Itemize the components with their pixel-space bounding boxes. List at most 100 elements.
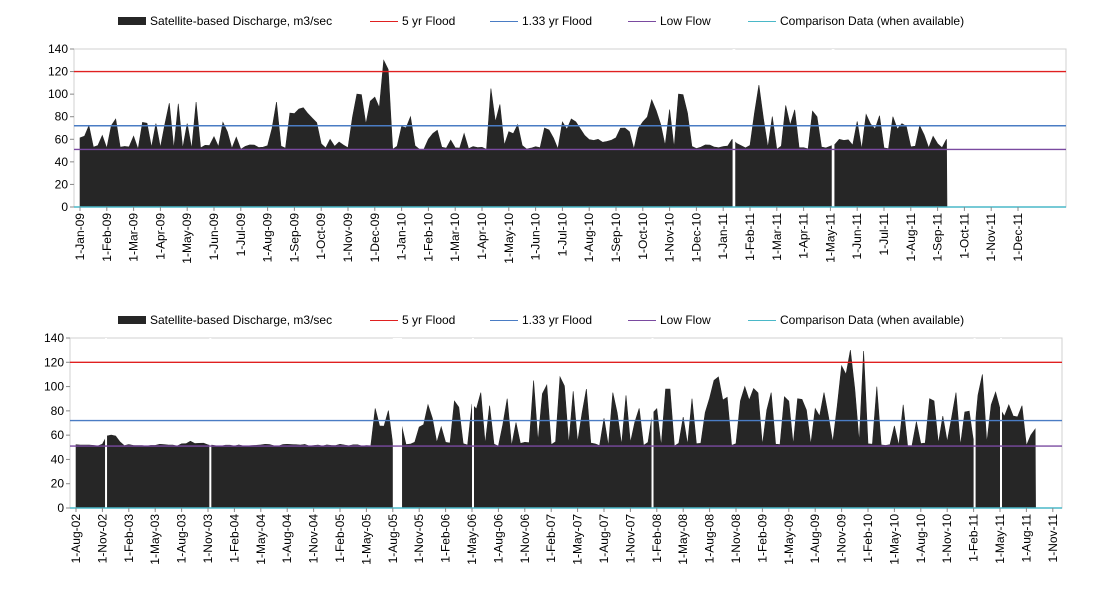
chart-plot: 0 20 40 60 80 100 120 140 1-Aug-02 1-Nov-02 1-Feb-… xyxy=(44,331,1063,565)
chart-plot: 0 20 40 60 80 100 120 140 1-Jan-09 1-Feb-09 1-Mar-… xyxy=(48,42,1067,264)
x-tick-label: 1-Aug-11 xyxy=(1019,514,1033,563)
x-tick-label: 1-Jan-09 xyxy=(73,213,87,261)
legend-item: Comparison Data (when available) xyxy=(748,14,964,28)
legend: Satellite-based Discharge, m3/sec 5 yr Fl… xyxy=(0,309,1094,331)
data-gap xyxy=(732,49,736,208)
legend-label: 5 yr Flood xyxy=(402,313,456,327)
legend: Satellite-based Discharge, m3/sec 5 yr Fl… xyxy=(0,10,1094,32)
x-tick-label: 1-Jul-09 xyxy=(234,213,248,257)
legend-label: 5 yr Flood xyxy=(402,14,456,28)
chart-top: Satellite-based Discharge, m3/sec 5 yr Fl… xyxy=(0,10,1094,264)
x-tick-label: 1-Aug-11 xyxy=(904,213,918,262)
x-tick-label: 1-May-06 xyxy=(465,514,479,565)
y-tick-label: 120 xyxy=(44,355,64,369)
x-tick-label: 1-Apr-11 xyxy=(797,213,811,259)
x-tick-label: 1-Sep-10 xyxy=(609,213,623,263)
x-tick-label: 1-Nov-10 xyxy=(663,213,677,263)
legend-label: Low Flow xyxy=(660,14,711,28)
x-tick-label: 1-Sep-09 xyxy=(287,213,301,263)
data-gap xyxy=(651,338,654,509)
legend-label: Low Flow xyxy=(660,313,711,327)
legend-item: Comparison Data (when available) xyxy=(748,313,964,327)
x-tick-label: 1-Aug-10 xyxy=(914,514,928,564)
x-tick-label: 1-May-04 xyxy=(254,514,268,565)
legend-label: Comparison Data (when available) xyxy=(780,313,965,327)
data-gap xyxy=(472,338,474,509)
y-tick-label: 120 xyxy=(48,65,68,79)
legend-item: Satellite-based Discharge, m3/sec xyxy=(118,313,332,327)
x-tick-label: 1-Oct-09 xyxy=(314,213,328,260)
x-tick-label: 1-Aug-09 xyxy=(808,514,822,564)
y-tick-label: 40 xyxy=(55,155,69,169)
data-gap xyxy=(392,338,403,509)
y-tick-label: 20 xyxy=(55,177,69,191)
x-tick-label: 1-May-10 xyxy=(502,213,516,264)
x-tick-label: 1-Jan-11 xyxy=(716,213,730,260)
x-tick-label: 1-Oct-11 xyxy=(957,213,971,259)
legend-label: Comparison Data (when available) xyxy=(780,14,965,28)
y-tick-label: 20 xyxy=(51,477,65,491)
x-tick-label: 1-Feb-10 xyxy=(861,514,875,563)
x-tick-label: 1-Nov-08 xyxy=(729,514,743,564)
x-tick-label: 1-Nov-02 xyxy=(95,514,109,564)
x-tick-label: 1-Nov-09 xyxy=(835,514,849,564)
data-gap xyxy=(105,338,108,509)
x-tick-label: 1-Aug-09 xyxy=(261,213,275,263)
x-tick-label: 1-Mar-09 xyxy=(127,213,141,262)
x-tick-label: 1-Feb-09 xyxy=(755,514,769,563)
data-gap xyxy=(831,49,835,208)
legend-label: Satellite-based Discharge, m3/sec xyxy=(150,313,333,327)
x-tick-label: 1-Aug-10 xyxy=(582,213,596,263)
data-gap xyxy=(973,338,976,509)
x-tick-label: 1-May-09 xyxy=(180,213,194,264)
x-tick-label: 1-Sep-11 xyxy=(931,213,945,262)
legend-swatch xyxy=(748,20,776,22)
y-tick-label: 60 xyxy=(55,132,69,146)
x-tick-label: 1-Nov-10 xyxy=(940,514,954,564)
x-tick-label: 1-Feb-08 xyxy=(650,514,664,563)
x-tick-label: 1-Dec-11 xyxy=(1011,213,1025,262)
legend-item: 5 yr Flood xyxy=(370,313,455,327)
x-tick-label: 1-May-05 xyxy=(359,514,373,565)
x-tick-label: 1-Jun-10 xyxy=(529,213,543,261)
x-tick-label: 1-May-09 xyxy=(782,514,796,565)
x-tick-label: 1-Nov-05 xyxy=(412,514,426,564)
x-tick-label: 1-Apr-10 xyxy=(475,213,489,260)
legend-item: 1.33 yr Flood xyxy=(490,14,592,28)
x-tick-label: 1-Jan-10 xyxy=(395,213,409,261)
x-tick-label: 1-May-10 xyxy=(887,514,901,565)
x-tick-label: 1-Aug-04 xyxy=(280,514,294,564)
chart-bottom: Satellite-based Discharge, m3/sec 5 yr Fl… xyxy=(0,304,1094,608)
x-tick-label: 1-Feb-03 xyxy=(122,514,136,563)
y-tick-label: 140 xyxy=(48,42,68,56)
legend-label: 1.33 yr Flood xyxy=(522,14,593,28)
legend-item: Low Flow xyxy=(628,313,711,327)
x-tick-label: 1-May-11 xyxy=(993,514,1007,564)
y-tick-label: 60 xyxy=(51,428,65,442)
legend-swatch xyxy=(370,319,398,321)
y-tick-label: 40 xyxy=(51,452,65,466)
x-tick-label: 1-Nov-06 xyxy=(518,514,532,564)
legend-swatch xyxy=(118,316,146,324)
x-tick-label: 1-Nov-04 xyxy=(307,514,321,564)
x-tick-label: 1-Dec-10 xyxy=(689,213,703,263)
x-tick-label: 1-Jul-11 xyxy=(877,213,891,256)
x-tick-label: 1-Jun-11 xyxy=(850,213,864,260)
legend-item: 5 yr Flood xyxy=(370,14,455,28)
x-tick-label: 1-Aug-06 xyxy=(491,514,505,564)
x-tick-label: 1-Feb-05 xyxy=(333,514,347,563)
legend-swatch xyxy=(628,319,656,321)
y-tick-label: 0 xyxy=(61,200,68,214)
legend-swatch xyxy=(490,20,518,22)
x-tick-label: 1-Aug-03 xyxy=(175,514,189,564)
x-tick-label: 1-Aug-08 xyxy=(703,514,717,564)
legend-swatch xyxy=(490,319,518,321)
x-tick-label: 1-Feb-07 xyxy=(544,514,558,563)
legend-label: 1.33 yr Flood xyxy=(522,313,593,327)
legend-item: Satellite-based Discharge, m3/sec xyxy=(118,14,332,28)
x-tick-label: 1-Aug-07 xyxy=(597,514,611,564)
y-tick-label: 0 xyxy=(57,501,64,515)
legend-label: Satellite-based Discharge, m3/sec xyxy=(150,14,333,28)
x-tick-label: 1-Feb-04 xyxy=(227,514,241,563)
x-tick-label: 1-Dec-09 xyxy=(368,213,382,263)
